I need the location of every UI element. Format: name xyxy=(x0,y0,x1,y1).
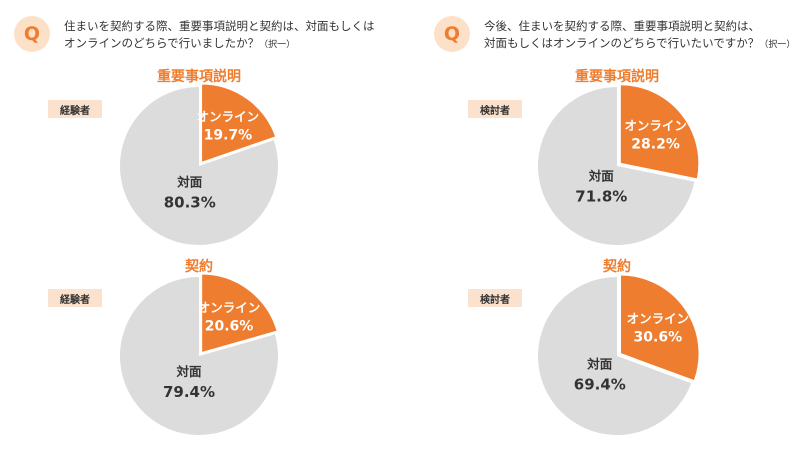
pie-3-title: 重要事項説明 xyxy=(575,69,659,85)
pie-2-group-tag: 経験者 xyxy=(48,289,102,307)
pie-1-online-value: 19.7% xyxy=(204,127,253,143)
pie-chart-4: オンライン 30.6% 対面 69.4% xyxy=(538,273,701,435)
question-1-line-2-text: オンラインのどちらで行いましたか？ xyxy=(64,36,260,50)
pie-4-online-label: オンライン xyxy=(627,311,690,326)
question-text-2: 今後、住まいを契約する際、重要事項説明と契約は、 対面もしくはオンラインのどちら… xyxy=(484,18,800,54)
pie-4-face-label: 対面 xyxy=(586,356,613,371)
pie-1-title: 重要事項説明 xyxy=(157,69,241,85)
pie-2-slice-face xyxy=(120,277,279,435)
pie-2-face-value: 79.4% xyxy=(163,383,215,401)
pie-1-online-label: オンライン xyxy=(197,109,260,124)
question-2-line-1: 今後、住まいを契約する際、重要事項説明と契約は、 xyxy=(484,19,760,33)
pie-3-group-tag: 検討者 xyxy=(468,100,522,118)
pie-4-face-value: 69.4% xyxy=(574,375,626,393)
question-2-note: （択一） xyxy=(759,40,796,50)
question-text-1: 住まいを契約する際、重要事項説明と契約は、対面もしくは オンラインのどちらで行い… xyxy=(64,18,384,54)
question-1-line-1: 住まいを契約する際、重要事項説明と契約は、対面もしくは xyxy=(64,19,375,33)
pie-3-slice-face xyxy=(538,87,695,245)
pie-4-online-value: 30.6% xyxy=(634,329,683,345)
pie-1-face-value: 80.3% xyxy=(164,194,216,212)
pie-4-slice-face xyxy=(538,277,692,435)
pie-3-face-label: 対面 xyxy=(588,168,615,183)
pie-4-title: 契約 xyxy=(603,259,631,275)
pie-chart-1: オンライン 19.7% 対面 80.3% xyxy=(120,82,278,246)
pie-4-slice-online xyxy=(619,273,701,382)
pie-1-group-tag: 経験者 xyxy=(48,100,102,118)
pie-2-online-label: オンライン xyxy=(198,300,261,315)
pie-3-online-value: 28.2% xyxy=(631,136,680,152)
pie-3-online-label: オンライン xyxy=(624,118,687,133)
q-badge-icon: Q xyxy=(434,16,470,52)
question-1-note: （択一） xyxy=(259,40,296,50)
pie-2-online-value: 20.6% xyxy=(205,318,254,334)
pie-chart-3: オンライン 28.2% 対面 71.8% xyxy=(538,83,700,245)
pie-1-face-label: 対面 xyxy=(176,175,203,190)
question-2-line-2: 対面もしくはオンラインのどちらで行いたいですか？（択一） xyxy=(484,35,800,54)
pie-1-slice-online xyxy=(200,82,277,164)
pie-chart-2: オンライン 20.6% 対面 79.4% xyxy=(120,273,279,435)
question-1-line-2: オンラインのどちらで行いましたか？（択一） xyxy=(64,35,384,54)
pie-3-face-value: 71.8% xyxy=(575,187,627,205)
pie-3-slice-online xyxy=(619,83,700,181)
pie-2-title: 契約 xyxy=(185,259,213,275)
question-2-line-2-text: 対面もしくはオンラインのどちらで行いたいですか？ xyxy=(484,36,760,50)
pie-4-group-tag: 検討者 xyxy=(468,289,522,307)
q-badge-icon: Q xyxy=(14,16,50,52)
pie-2-face-label: 対面 xyxy=(175,364,202,379)
pie-2-slice-online xyxy=(200,273,279,354)
pie-1-slice-face xyxy=(120,87,278,246)
